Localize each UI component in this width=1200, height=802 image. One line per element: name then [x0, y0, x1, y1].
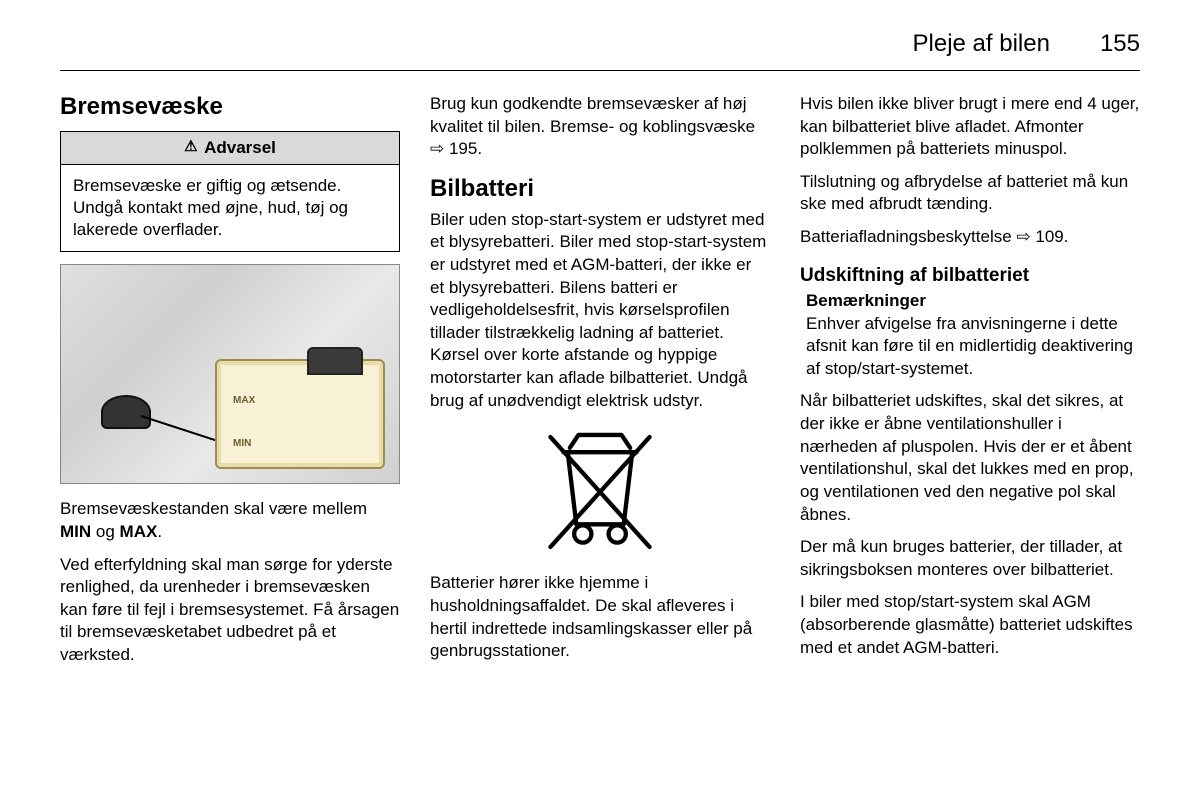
- warning-text: Bremsevæske er giftig og ætsende. Undgå …: [61, 165, 399, 251]
- content-columns: Bremsevæske Advarsel Bremsevæske er gift…: [60, 93, 1140, 677]
- heading-bilbatteri: Bilbatteri: [430, 175, 770, 203]
- col3-paragraph-6: I biler med stop/start-system skal AGM (…: [800, 591, 1140, 659]
- warning-icon: [184, 141, 200, 155]
- reservoir-cap: [307, 347, 363, 375]
- note-label: Bemærkninger: [800, 291, 1140, 311]
- col3-paragraph-2: Tilslutning og afbrydelse af batteriet m…: [800, 171, 1140, 216]
- reservoir-max-label: MAX: [233, 395, 255, 406]
- no-trash-bin-icon: [535, 422, 665, 562]
- brake-fluid-figure: MAX MIN: [60, 264, 400, 484]
- col1-paragraph-2: Ved efterfyldning skal man sørge for yde…: [60, 554, 400, 667]
- col3-paragraph-5: Der må kun bruges batterier, der tillade…: [800, 536, 1140, 581]
- heading-udskiftning: Udskiftning af bilbatteriet: [800, 265, 1140, 287]
- header-title: Pleje af bilen: [913, 30, 1050, 58]
- warning-label: Advarsel: [204, 138, 276, 158]
- heading-bremsevaeske: Bremsevæske: [60, 93, 400, 121]
- col3-paragraph-3: Batteriafladningsbeskyttelse ⇨ 109.: [800, 226, 1140, 249]
- text-fragment: .: [157, 522, 162, 541]
- max-bold: MAX: [120, 522, 158, 541]
- column-1: Bremsevæske Advarsel Bremsevæske er gift…: [60, 93, 400, 677]
- col3-paragraph-4: Når bilbatteriet udskiftes, skal det sik…: [800, 390, 1140, 526]
- warning-box: Advarsel Bremsevæske er giftig og ætsend…: [60, 131, 400, 252]
- reservoir-detail: MAX MIN: [215, 359, 385, 469]
- col2-paragraph-2: Biler uden stop-start-system er udstyret…: [430, 209, 770, 412]
- page-number: 155: [1100, 30, 1140, 58]
- page-header: Pleje af bilen 155: [60, 30, 1140, 71]
- col2-paragraph-1: Brug kun godkendte bremsevæsker af høj k…: [430, 93, 770, 161]
- warning-header: Advarsel: [61, 132, 399, 165]
- text-fragment: Bremsevæskestanden skal være mellem: [60, 499, 367, 518]
- col3-paragraph-1: Hvis bilen ikke bliver brugt i mere end …: [800, 93, 1140, 161]
- column-2: Brug kun godkendte bremsevæsker af høj k…: [430, 93, 770, 677]
- reservoir-cap-small: [101, 395, 151, 429]
- text-fragment: og: [91, 522, 119, 541]
- col1-paragraph-1: Bremsevæskestanden skal være mellem MIN …: [60, 498, 400, 543]
- col2-paragraph-3: Batterier hører ikke hjemme i husholdnin…: [430, 572, 770, 662]
- column-3: Hvis bilen ikke bliver brugt i mere end …: [800, 93, 1140, 677]
- note-body: Enhver afvigelse fra anvisningerne i det…: [800, 313, 1140, 381]
- min-bold: MIN: [60, 522, 91, 541]
- reservoir-min-label: MIN: [233, 438, 251, 449]
